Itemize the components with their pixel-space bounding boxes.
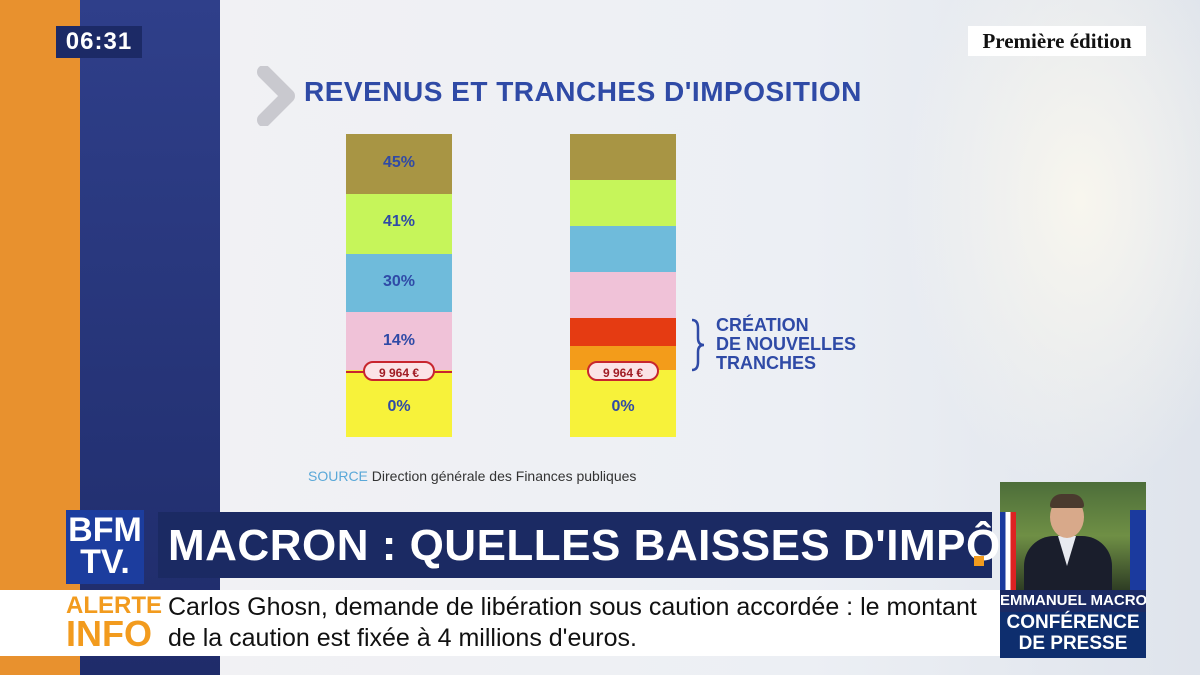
clock: 06:31 [56, 26, 142, 58]
source-value: Direction générale des Finances publique… [371, 468, 637, 484]
bracket-second [570, 180, 676, 226]
bracket-new-red [570, 318, 676, 346]
french-flag-icon [1000, 512, 1016, 592]
threshold-badge: 9 964 € [363, 361, 435, 381]
bracket-label: 30% [382, 273, 416, 290]
logo-text: TV. [80, 543, 130, 581]
headline-bar [158, 512, 992, 578]
bracket-label: 0% [387, 398, 411, 415]
edition-badge: Première édition [968, 26, 1146, 56]
ticker-text: Carlos Ghosn, demande de libération sous… [168, 593, 977, 652]
bracket-label: 45% [382, 154, 416, 171]
background-glow [900, 0, 1200, 500]
chevron-right-icon [257, 66, 295, 126]
bracket-0 [346, 370, 452, 437]
alert-label: INFO [66, 613, 152, 654]
source-key: SOURCE [308, 468, 368, 484]
bracket-third [570, 226, 676, 272]
bracket-14 [346, 312, 452, 370]
tax-bracket-bar-current: 45% 41% 30% 14% 0% 9 964 € [346, 134, 452, 437]
logo-text: BFM [68, 511, 142, 549]
bracket-label: 14% [382, 332, 416, 349]
bracket-41 [346, 194, 452, 254]
bracket-label: 0% [611, 398, 635, 415]
bracket-45 [346, 134, 452, 194]
source-note: SOURCE Direction générale des Finances p… [308, 468, 636, 484]
speaker-name: EMMANUEL MACRON [1000, 590, 1146, 612]
inset-subtitle: CONFÉRENCE DE PRESSE [1000, 612, 1146, 654]
inset-subtitle-line: DE PRESSE [1018, 633, 1128, 654]
press-conference-inset: EMMANUEL MACRON CONFÉRENCE DE PRESSE [1000, 482, 1146, 658]
bracket-label: 41% [382, 213, 416, 230]
bracket-0 [570, 370, 676, 437]
eu-flag-icon [1130, 510, 1146, 590]
headline-accent [974, 556, 984, 566]
annotation-line: DE NOUVELLES [716, 334, 857, 354]
bracket-fourth [570, 272, 676, 318]
bracket-30 [346, 254, 452, 312]
bracket-top [570, 134, 676, 180]
infographic-title: REVENUS ET TRANCHES D'IMPOSITION [304, 76, 862, 107]
new-brackets-annotation: CRÉATION DE NOUVELLES TRANCHES [716, 316, 856, 373]
tax-bracket-bar-new: 0% 9 964 € [570, 134, 676, 437]
brace-icon [691, 318, 705, 372]
ticker-bar [0, 590, 1000, 656]
bfmtv-logo: BFM TV. [66, 510, 144, 584]
inset-subtitle-line: CONFÉRENCE [1006, 612, 1140, 633]
speaker-hair [1050, 494, 1084, 508]
threshold-badge: 9 964 € [587, 361, 659, 381]
alert-label: ALERTE [66, 592, 162, 619]
headline: MACRON : QUELLES BAISSES D'IMPÔTS ? [168, 521, 1099, 570]
annotation-line: CRÉATION [716, 315, 809, 335]
annotation-line: TRANCHES [716, 353, 817, 373]
